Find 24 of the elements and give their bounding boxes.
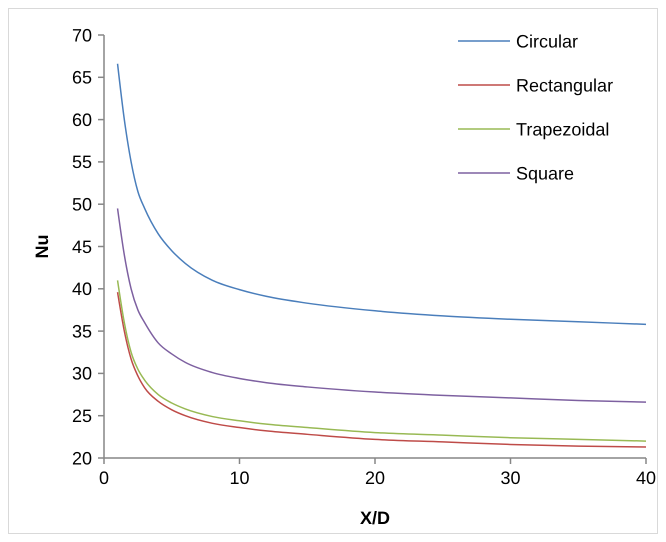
y-tick-label: 55 [72, 152, 92, 172]
legend-label: Circular [516, 31, 578, 52]
legend-label: Trapezoidal [516, 119, 610, 140]
y-tick-label: 30 [72, 364, 92, 384]
y-tick-label: 70 [72, 25, 92, 46]
legend-label: Square [516, 163, 574, 184]
y-tick-label: 40 [72, 279, 92, 300]
y-tick-label: 50 [72, 194, 92, 214]
line-series [116, 208, 647, 403]
y-tick-label: 25 [72, 406, 92, 426]
y-tick-label: 60 [72, 110, 92, 130]
x-tick-label: 40 [636, 468, 656, 488]
legend-label: Rectangular [516, 75, 614, 96]
y-tick-label: 45 [72, 236, 92, 257]
x-tick-label: 30 [500, 468, 521, 488]
line-series [116, 63, 647, 326]
y-tick-label: 65 [72, 68, 92, 88]
y-axis-title: Nu [32, 234, 52, 258]
x-tick-label: 10 [229, 468, 250, 488]
x-axis-title: X/D [360, 508, 390, 528]
x-tick-label: 0 [98, 468, 110, 488]
y-tick-label: 35 [72, 321, 92, 342]
y-tick-label: 20 [72, 448, 92, 468]
x-tick-label: 20 [364, 468, 386, 488]
